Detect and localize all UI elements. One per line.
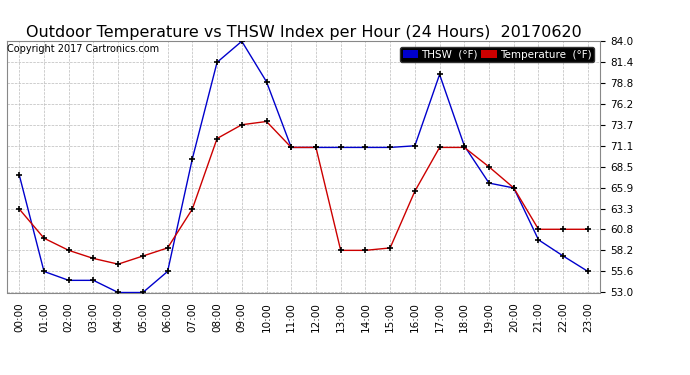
Title: Outdoor Temperature vs THSW Index per Hour (24 Hours)  20170620: Outdoor Temperature vs THSW Index per Ho… — [26, 25, 582, 40]
Text: Copyright 2017 Cartronics.com: Copyright 2017 Cartronics.com — [7, 44, 159, 54]
Legend: THSW  (°F), Temperature  (°F): THSW (°F), Temperature (°F) — [400, 47, 594, 62]
